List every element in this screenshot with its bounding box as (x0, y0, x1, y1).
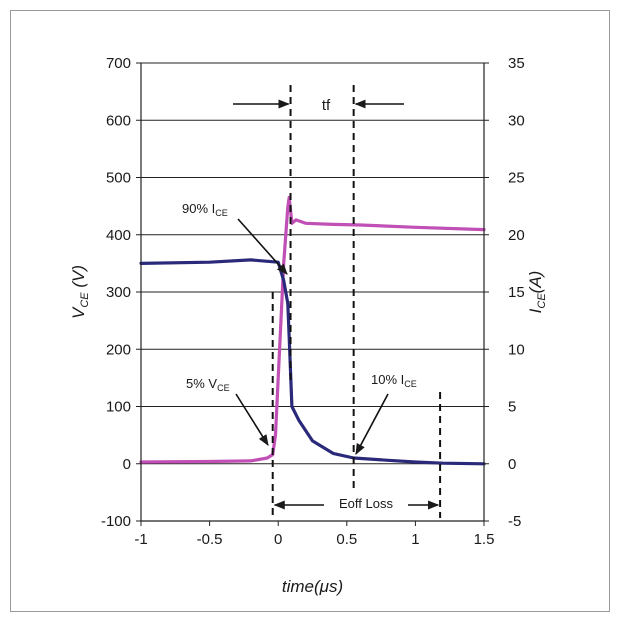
tf-label: tf (322, 97, 331, 114)
y-right-tick-label: 35 (508, 55, 525, 72)
y-right-tick-label: 0 (508, 456, 516, 473)
y-right-tick-label: -5 (508, 513, 521, 530)
x-tick-label: 0 (274, 531, 282, 548)
ice-90-pointer (237, 218, 288, 275)
y-right-tick-label: 5 (508, 399, 516, 416)
y-left-tick-label: 300 (106, 284, 131, 301)
series-vce-line (139, 195, 486, 464)
series-ice-line (139, 258, 486, 466)
x-tick-label: 1.5 (474, 531, 495, 548)
y-left-tick-label: 0 (123, 456, 131, 473)
y-left-tick-label: 600 (106, 112, 131, 129)
ice-10-label: 10% ICE (371, 372, 417, 389)
y-left-tick-label: -100 (101, 513, 131, 530)
x-tick-label: 1 (411, 531, 419, 548)
y-left-tick-label: 100 (106, 399, 131, 416)
x-tick-label: -1 (134, 531, 147, 548)
eoff-label-bg (325, 492, 407, 514)
y-left-tick-label: 200 (106, 341, 131, 358)
y-right-tick-label: 20 (508, 227, 525, 244)
x-axis-title: time(μs) (282, 577, 343, 596)
y-left-tick-label: 500 (106, 170, 131, 187)
y-left-tick-label: 700 (106, 55, 131, 72)
ice-90-label: 90% ICE (182, 201, 228, 218)
y-left-tick-label: 400 (106, 227, 131, 244)
eoff-loss-label: Eoff Loss (339, 496, 393, 511)
vce-5-label: 5% VCE (186, 376, 230, 393)
y-right-tick-label: 30 (508, 112, 525, 129)
y-right-tick-label: 15 (508, 284, 525, 301)
figure-frame (10, 10, 610, 612)
x-tick-label: -0.5 (197, 531, 223, 548)
y-right-tick-label: 10 (508, 341, 525, 358)
vce-5-pointer (235, 393, 269, 446)
x-tick-label: 0.5 (336, 531, 357, 548)
y-right-tick-label: 25 (508, 170, 525, 187)
y-axis-left-title: VCE (V) (69, 265, 91, 319)
ice-10-pointer (355, 393, 389, 455)
y-axis-right-title: ICE(A) (526, 271, 548, 314)
